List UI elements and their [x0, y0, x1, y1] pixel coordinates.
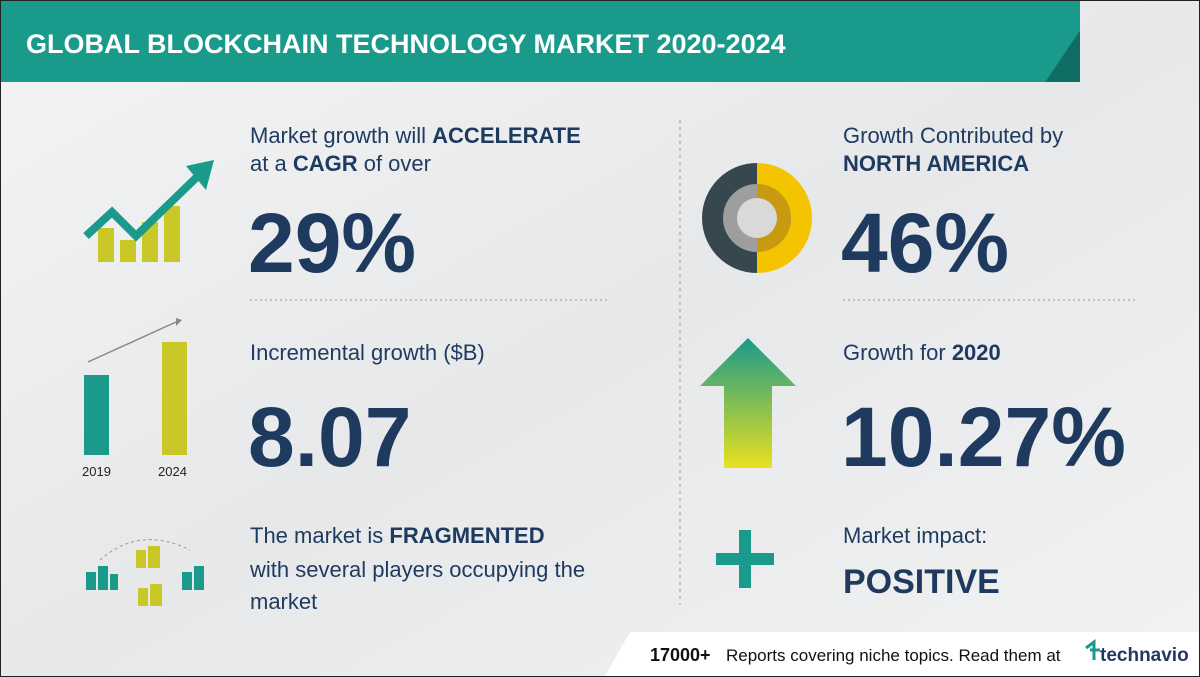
players-icon	[86, 539, 204, 606]
yoy-value: 10.27%	[841, 390, 1126, 484]
cagr-value: 29%	[248, 196, 416, 290]
contrib-text: Growth Contributed by	[843, 123, 1063, 148]
impact-value: POSITIVE	[843, 563, 1000, 601]
text-bold: CAGR	[293, 151, 358, 176]
banner-fold	[1045, 30, 1080, 82]
text: Market growth will	[250, 123, 432, 148]
logo-mark	[1085, 639, 1100, 660]
text: The market is	[250, 523, 389, 548]
plus-icon	[716, 530, 774, 588]
footer-count: 17000+	[650, 645, 711, 665]
text: Growth for	[843, 340, 952, 365]
impact-label: Market impact:	[843, 523, 987, 548]
text: of over	[358, 151, 431, 176]
growth-text: at a CAGR of over	[250, 151, 431, 176]
title-banner	[1, 1, 1080, 82]
fragment-text: market	[250, 589, 317, 614]
icon-label: 2019	[82, 464, 111, 479]
yoy-label: Growth for 2020	[843, 340, 1001, 365]
icon-label: 2024	[158, 464, 187, 479]
footer-text: Reports covering niche topics. Read them…	[726, 646, 1061, 665]
donut-icon	[702, 163, 812, 273]
footer-box	[605, 632, 1199, 676]
growth-icon	[83, 160, 214, 262]
incremental-value: 8.07	[248, 390, 412, 484]
title: GLOBAL BLOCKCHAIN TECHNOLOGY MARKET 2020…	[26, 29, 786, 59]
contrib-text: NORTH AMERICA	[843, 151, 1029, 176]
fragment-text: with several players occupying the	[249, 557, 585, 582]
brand: technavio	[1100, 645, 1189, 666]
up-arrow	[700, 338, 796, 468]
contrib-value: 46%	[841, 196, 1009, 290]
incremental-label: Incremental growth ($B)	[250, 340, 485, 365]
text-bold: FRAGMENTED	[389, 523, 544, 548]
text-bold: 2020	[952, 340, 1001, 365]
text: at a	[250, 151, 293, 176]
text-bold: ACCELERATE	[432, 123, 581, 148]
bars-icon	[84, 318, 187, 455]
fragment-text: The market is FRAGMENTED	[250, 523, 545, 548]
growth-text: Market growth will ACCELERATE	[250, 123, 581, 148]
